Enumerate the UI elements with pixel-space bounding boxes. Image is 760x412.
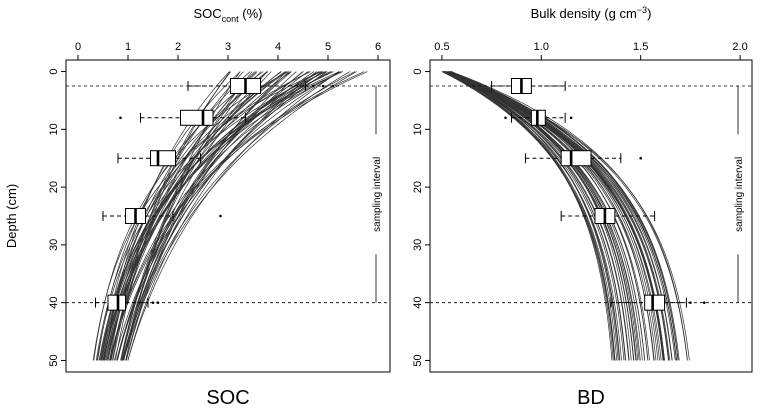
depth-curve	[107, 71, 286, 361]
y-tick-label: 10	[412, 123, 424, 135]
depth-curve	[109, 71, 368, 361]
depth-curve	[122, 71, 272, 361]
depth-curve	[122, 71, 323, 361]
x-tick-label: 0	[75, 41, 81, 53]
sampling-interval-label: sampling interval	[734, 157, 745, 232]
y-axis-title: Depth (cm)	[4, 184, 19, 248]
y-tick-label: 50	[48, 354, 60, 366]
y-tick-label: 50	[412, 354, 424, 366]
depth-curve	[448, 71, 616, 361]
y-tick-label: 20	[48, 181, 60, 193]
x-tick-label: 2.0	[732, 41, 747, 53]
panel-bd: sampling interval 0.5 1.0 1.5 2.0 0 10 20 30 40 50…	[412, 5, 753, 409]
outlier-point	[119, 116, 122, 120]
x-tick-label: 3	[225, 41, 231, 53]
depth-curve	[120, 71, 292, 361]
boxplot-depth-2.5	[187, 78, 335, 94]
y-tick-label: 30	[412, 239, 424, 251]
boxplot-depth-40	[95, 294, 160, 311]
x-tick-label: 6	[375, 41, 381, 53]
x-tick-label: 4	[275, 41, 281, 53]
depth-curve	[126, 71, 297, 361]
boxplot-depth-2.5	[491, 78, 566, 94]
y-tick-label: 40	[48, 297, 60, 309]
box-iqr	[150, 150, 176, 167]
boxplot-depth-15	[117, 150, 201, 167]
x-tick-label: 1	[125, 41, 131, 53]
outlier-point	[504, 116, 507, 120]
y-tick-label: 10	[48, 123, 60, 135]
x-tick-label: 1.5	[633, 41, 648, 53]
sampling-interval-label: sampling interval	[372, 157, 383, 232]
depth-curve	[444, 71, 690, 361]
outlier-point	[156, 301, 160, 304]
x-tick-label: 2	[175, 41, 181, 53]
boxplot-depth-8	[504, 109, 573, 126]
depth-curve	[113, 71, 356, 361]
boxplot-depth-15	[524, 150, 642, 167]
outlier-point	[331, 84, 335, 88]
outlier-point	[151, 301, 155, 304]
x-tick-label: 0.5	[434, 41, 449, 53]
box-iqr	[560, 150, 592, 167]
outlier-point	[702, 301, 706, 304]
outlier-point	[219, 214, 222, 218]
box-iqr	[180, 109, 214, 126]
x-axis-title: SOCcont (%)	[193, 6, 262, 24]
depth-curve	[127, 71, 317, 361]
panel-soc: sampling interval 0 1 2 3 4 5 6 0 10 20 30 40 50 SOCco…	[4, 6, 391, 409]
depth-curve	[450, 71, 619, 361]
depth-curve	[116, 71, 341, 361]
y-tick-label: 40	[412, 297, 424, 309]
panel-label: SOC	[206, 387, 249, 409]
boxplot-depth-25	[560, 208, 656, 224]
depth-curve	[127, 71, 340, 361]
panel-label: BD	[577, 387, 605, 409]
outlier-point	[689, 301, 692, 304]
y-tick-label: 20	[412, 181, 424, 193]
outlier-point	[311, 84, 315, 88]
depth-curve	[442, 71, 676, 361]
outlier-point	[321, 84, 325, 88]
depth-curve	[443, 71, 618, 361]
outlier-point	[639, 156, 642, 160]
outlier-point	[569, 116, 573, 120]
x-tick-label: 1.0	[534, 41, 549, 53]
x-tick-label: 5	[325, 41, 331, 53]
depth-curve	[121, 71, 328, 361]
y-tick-label: 0	[48, 68, 60, 74]
y-tick-label: 30	[48, 239, 60, 251]
depth-curve	[120, 71, 258, 361]
depth-curve	[444, 71, 677, 361]
x-axis-title: Bulk density (g cm−3)	[531, 5, 652, 21]
boxplot-depth-40	[610, 294, 706, 311]
depth-curve	[123, 71, 357, 361]
boxplot-depth-25	[102, 208, 222, 224]
y-tick-label: 0	[412, 68, 424, 74]
boxplot-depth-8	[119, 109, 246, 126]
plot-frame	[429, 59, 753, 373]
box-iqr	[644, 294, 666, 311]
